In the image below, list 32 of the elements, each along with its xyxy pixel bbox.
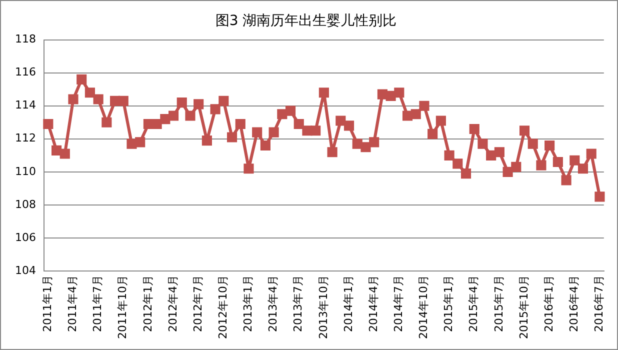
x-tick-label: 2011年4月 xyxy=(66,275,80,332)
x-tick-label: 2012年10月 xyxy=(216,275,230,340)
y-tick-label: 118 xyxy=(14,32,36,46)
x-tick-label: 2016年4月 xyxy=(568,275,580,332)
x-tick-label: 2012年4月 xyxy=(166,275,180,332)
x-tick-label: 2016年7月 xyxy=(592,275,606,332)
x-tick-label: 2015年1月 xyxy=(442,275,456,332)
y-tick-label: 114 xyxy=(14,98,36,112)
x-tick-label: 2012年7月 xyxy=(191,275,204,332)
x-tick-label: 2013年4月 xyxy=(266,275,280,332)
x-tick-label: 2013年10月 xyxy=(316,275,330,340)
x-tick-label: 2011年10月 xyxy=(116,275,130,340)
x-tick-label: 2015年10月 xyxy=(517,275,530,340)
chart-title: 图3 湖南历年出生婴儿性别比 xyxy=(215,13,397,30)
x-tick-label: 2015年7月 xyxy=(492,275,506,332)
y-tick-label: 104 xyxy=(14,264,36,277)
y-tick-label: 112 xyxy=(14,132,36,145)
y-tick-label: 106 xyxy=(14,230,36,244)
x-tick-label: 2011年1月 xyxy=(41,275,54,332)
y-tick-label: 108 xyxy=(14,198,36,211)
y-tick-label: 116 xyxy=(14,66,36,79)
x-tick-label: 2011年7月 xyxy=(91,275,104,332)
x-tick-label: 2013年7月 xyxy=(292,275,305,332)
x-tick-label: 2014年1月 xyxy=(342,275,355,332)
x-tick-label: 2016年1月 xyxy=(542,275,556,332)
x-tick-label: 2014年7月 xyxy=(392,275,406,332)
x-tick-label: 2013年1月 xyxy=(242,275,255,332)
x-tick-label: 2014年4月 xyxy=(366,275,380,332)
x-tick-label: 2015年4月 xyxy=(467,275,480,332)
x-tick-label: 2012年1月 xyxy=(141,275,154,332)
x-tick-label: 2014年10月 xyxy=(417,275,430,340)
y-tick-label: 110 xyxy=(14,164,36,178)
